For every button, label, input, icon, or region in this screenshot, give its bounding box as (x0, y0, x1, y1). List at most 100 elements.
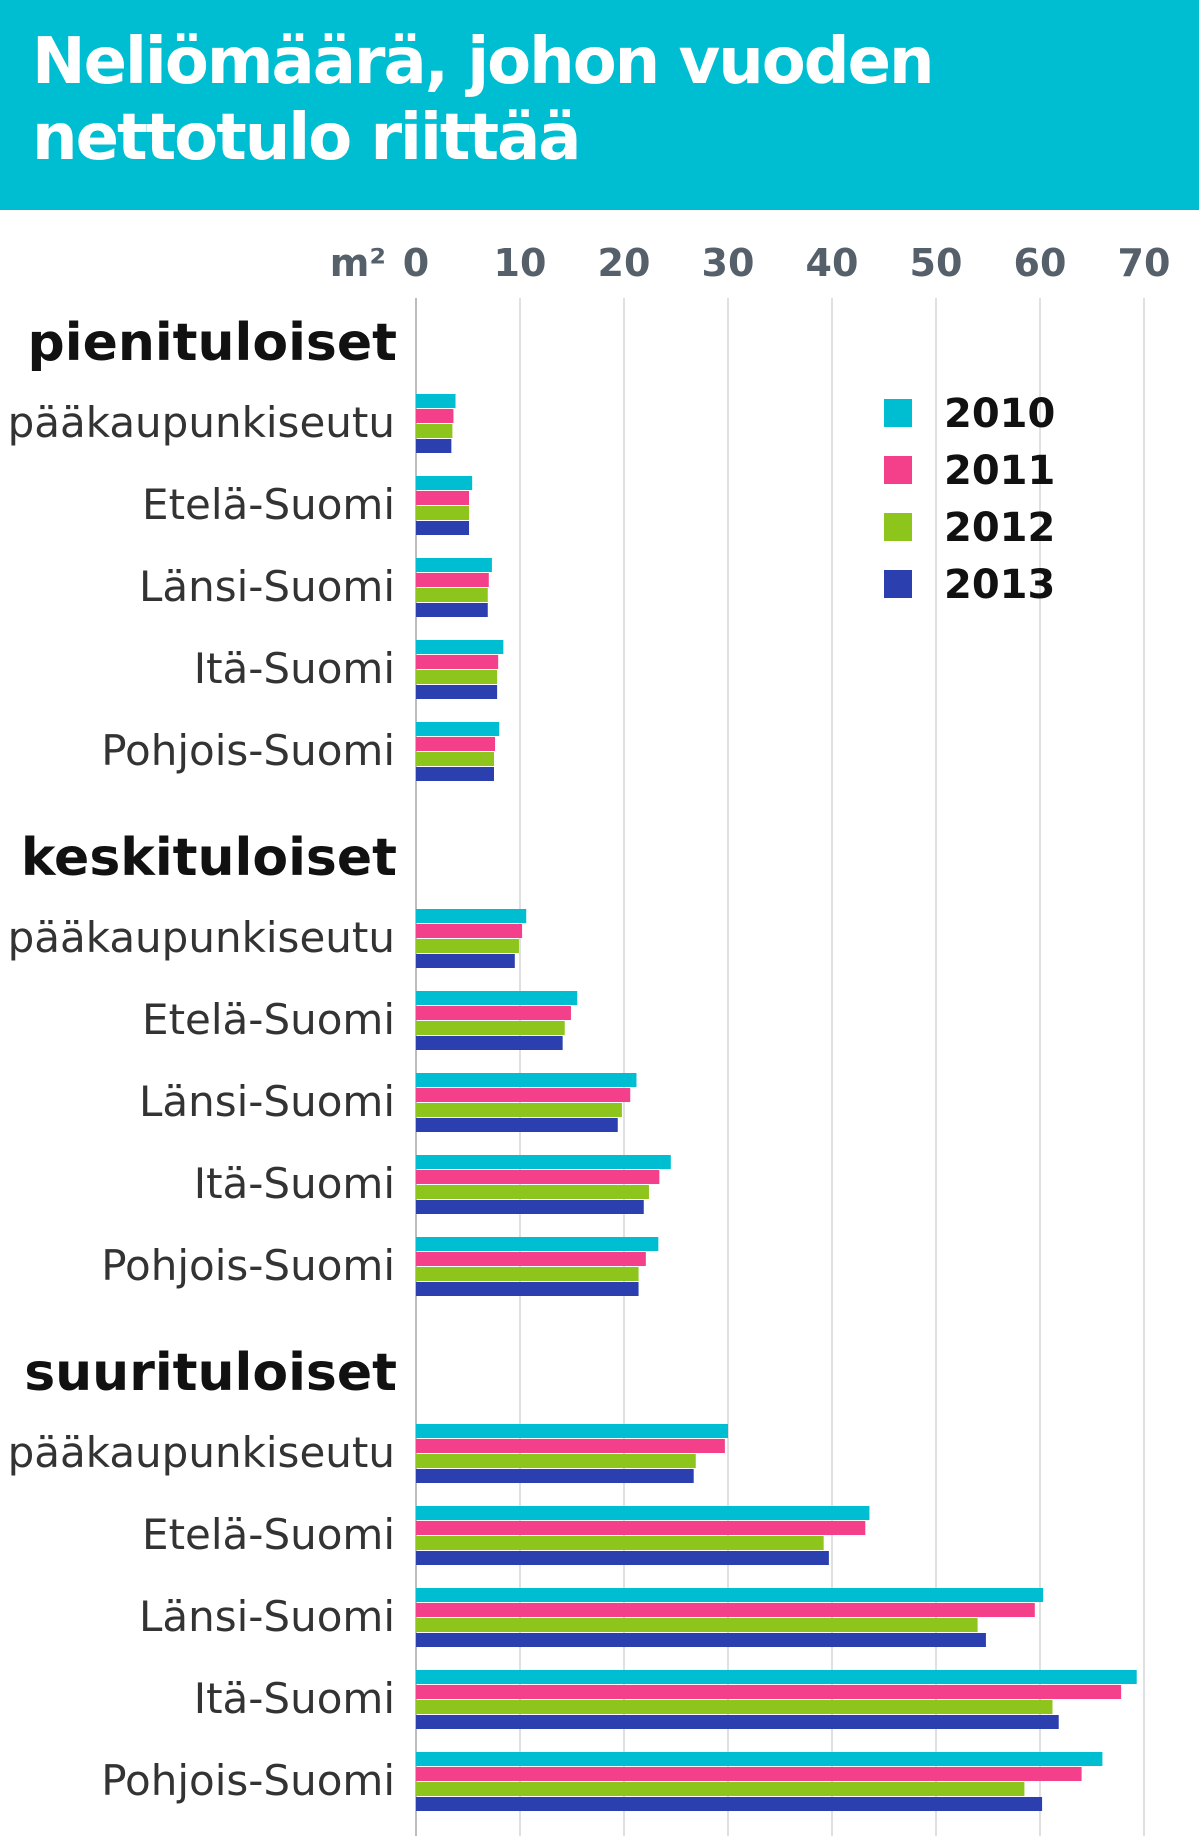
bar-suurituloiset-Itä-Suomi-2010 (416, 1670, 1137, 1684)
title-line-2: nettotulo riittää (32, 101, 581, 175)
category-label-keskituloiset-Etelä-Suomi: Etelä-Suomi (142, 995, 395, 1044)
category-label-keskituloiset-Länsi-Suomi: Länsi-Suomi (139, 1077, 395, 1126)
x-tick-label-70: 70 (1118, 241, 1171, 285)
category-label-pienituloiset-Länsi-Suomi: Länsi-Suomi (139, 562, 395, 611)
legend-swatch-2013 (884, 570, 912, 598)
x-tick-label-50: 50 (910, 241, 963, 285)
bar-pienituloiset-Länsi-Suomi-2012 (416, 588, 488, 602)
bar-keskituloiset-Pohjois-Suomi-2013 (416, 1282, 639, 1296)
bar-pienituloiset-Itä-Suomi-2013 (416, 685, 498, 699)
bar-pienituloiset-Etelä-Suomi-2010 (416, 476, 473, 490)
group-label-keskituloiset: keskituloiset (21, 828, 397, 888)
bar-keskituloiset-Pohjois-Suomi-2012 (416, 1267, 639, 1281)
bar-suurituloiset-Etelä-Suomi-2010 (416, 1506, 870, 1520)
bar-suurituloiset-Itä-Suomi-2011 (416, 1685, 1122, 1699)
bar-suurituloiset-pääkaupunkiseutu-2010 (416, 1424, 728, 1438)
bar-keskituloiset-Pohjois-Suomi-2010 (416, 1237, 659, 1251)
legend-swatch-2010 (884, 399, 912, 427)
category-label-pienituloiset-Etelä-Suomi: Etelä-Suomi (142, 480, 395, 529)
category-label-suurituloiset-Pohjois-Suomi: Pohjois-Suomi (101, 1756, 395, 1805)
bar-keskituloiset-pääkaupunkiseutu-2011 (416, 924, 523, 938)
bar-pienituloiset-Etelä-Suomi-2012 (416, 506, 470, 520)
bar-suurituloiset-Etelä-Suomi-2012 (416, 1536, 824, 1550)
bar-keskituloiset-Länsi-Suomi-2013 (416, 1118, 618, 1132)
bar-pienituloiset-Itä-Suomi-2011 (416, 655, 499, 669)
bar-pienituloiset-pääkaupunkiseutu-2011 (416, 409, 454, 423)
x-tick-label-20: 20 (598, 241, 651, 285)
bar-pienituloiset-Etelä-Suomi-2011 (416, 491, 470, 505)
bar-suurituloiset-Etelä-Suomi-2013 (416, 1551, 829, 1565)
bar-pienituloiset-Pohjois-Suomi-2012 (416, 752, 494, 766)
bar-pienituloiset-pääkaupunkiseutu-2010 (416, 394, 456, 408)
bar-suurituloiset-Itä-Suomi-2012 (416, 1700, 1053, 1714)
bar-chart: m² 0 10 20 30 40 50 60 70 pienituloiset pääkaupu… (8, 241, 1171, 1836)
x-tick-label-0: 0 (403, 241, 429, 285)
grid-lines (415, 298, 1145, 1836)
bar-keskituloiset-Itä-Suomi-2012 (416, 1185, 649, 1199)
bar-pienituloiset-Pohjois-Suomi-2010 (416, 722, 500, 736)
title-line-1: Neliömäärä, johon vuoden (32, 25, 935, 99)
x-tick-label-30: 30 (702, 241, 755, 285)
category-label-pienituloiset-pääkaupunkiseutu: pääkaupunkiseutu (8, 398, 395, 447)
category-label-suurituloiset-pääkaupunkiseutu: pääkaupunkiseutu (8, 1428, 395, 1477)
x-tick-label-40: 40 (806, 241, 859, 285)
legend-swatch-2012 (884, 513, 912, 541)
bar-pienituloiset-Länsi-Suomi-2013 (416, 603, 488, 617)
category-label-keskituloiset-Pohjois-Suomi: Pohjois-Suomi (101, 1241, 395, 1290)
bar-pienituloiset-pääkaupunkiseutu-2012 (416, 424, 453, 438)
bar-keskituloiset-Itä-Suomi-2010 (416, 1155, 671, 1169)
bar-keskituloiset-Itä-Suomi-2013 (416, 1200, 644, 1214)
legend-label-2010: 2010 (944, 391, 1055, 437)
bar-keskituloiset-pääkaupunkiseutu-2013 (416, 954, 515, 968)
bar-suurituloiset-pääkaupunkiseutu-2013 (416, 1469, 694, 1483)
bar-keskituloiset-Pohjois-Suomi-2011 (416, 1252, 646, 1266)
bar-keskituloiset-Itä-Suomi-2011 (416, 1170, 660, 1184)
bar-pienituloiset-Etelä-Suomi-2013 (416, 521, 470, 535)
bar-suurituloiset-Pohjois-Suomi-2012 (416, 1782, 1025, 1796)
bar-keskituloiset-pääkaupunkiseutu-2010 (416, 909, 527, 923)
bar-suurituloiset-Länsi-Suomi-2011 (416, 1603, 1035, 1617)
legend-label-2011: 2011 (944, 448, 1055, 494)
bar-keskituloiset-Länsi-Suomi-2011 (416, 1088, 631, 1102)
category-label-pienituloiset-Pohjois-Suomi: Pohjois-Suomi (101, 726, 395, 775)
category-label-suurituloiset-Etelä-Suomi: Etelä-Suomi (142, 1510, 395, 1559)
bar-suurituloiset-Länsi-Suomi-2010 (416, 1588, 1044, 1602)
bar-pienituloiset-Länsi-Suomi-2010 (416, 558, 492, 572)
bar-pienituloiset-Itä-Suomi-2010 (416, 640, 504, 654)
header-banner: Neliömäärä, johon vuoden nettotulo riitt… (0, 0, 1199, 210)
category-label-suurituloiset-Länsi-Suomi: Länsi-Suomi (139, 1592, 395, 1641)
bar-suurituloiset-pääkaupunkiseutu-2011 (416, 1439, 725, 1453)
bar-keskituloiset-Etelä-Suomi-2012 (416, 1021, 565, 1035)
chart-title: Neliömäärä, johon vuoden nettotulo riitt… (32, 24, 935, 176)
bar-pienituloiset-Pohjois-Suomi-2011 (416, 737, 496, 751)
x-tick-label-10: 10 (494, 241, 547, 285)
bar-suurituloiset-Etelä-Suomi-2011 (416, 1521, 866, 1535)
bar-suurituloiset-Pohjois-Suomi-2011 (416, 1767, 1082, 1781)
bar-pienituloiset-Itä-Suomi-2012 (416, 670, 498, 684)
category-label-keskituloiset-pääkaupunkiseutu: pääkaupunkiseutu (8, 913, 395, 962)
bar-suurituloiset-Länsi-Suomi-2012 (416, 1618, 978, 1632)
bar-suurituloiset-Pohjois-Suomi-2010 (416, 1752, 1103, 1766)
x-tick-label-60: 60 (1014, 241, 1067, 285)
bar-keskituloiset-Etelä-Suomi-2013 (416, 1036, 563, 1050)
bar-suurituloiset-Pohjois-Suomi-2013 (416, 1797, 1043, 1811)
legend-label-2012: 2012 (944, 505, 1055, 551)
category-label-keskituloiset-Itä-Suomi: Itä-Suomi (194, 1159, 395, 1208)
legend-swatch-2011 (884, 456, 912, 484)
category-labels: pienituloiset pääkaupunkiseutu Etelä-Suomi… (8, 313, 397, 1805)
category-label-suurituloiset-Itä-Suomi: Itä-Suomi (194, 1674, 395, 1723)
bar-pienituloiset-Länsi-Suomi-2011 (416, 573, 489, 587)
group-label-pienituloiset: pienituloiset (28, 313, 397, 373)
bar-suurituloiset-Itä-Suomi-2013 (416, 1715, 1059, 1729)
bar-keskituloiset-Etelä-Suomi-2011 (416, 1006, 571, 1020)
unit-label: m² (330, 241, 386, 285)
bar-keskituloiset-pääkaupunkiseutu-2012 (416, 939, 519, 953)
bar-pienituloiset-pääkaupunkiseutu-2013 (416, 439, 452, 453)
x-axis: m² 0 10 20 30 40 50 60 70 (330, 241, 1171, 285)
bar-suurituloiset-pääkaupunkiseutu-2012 (416, 1454, 696, 1468)
bar-keskituloiset-Länsi-Suomi-2010 (416, 1073, 637, 1087)
bar-pienituloiset-Pohjois-Suomi-2013 (416, 767, 494, 781)
legend: 2010 2011 2012 2013 (884, 391, 1055, 608)
group-label-suurituloiset: suurituloiset (24, 1343, 397, 1403)
bar-suurituloiset-Länsi-Suomi-2013 (416, 1633, 986, 1647)
